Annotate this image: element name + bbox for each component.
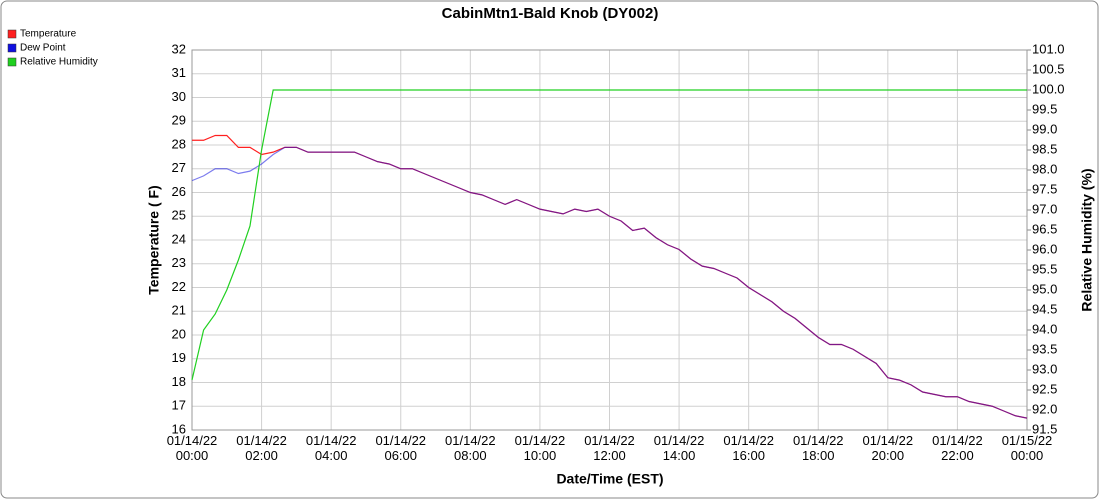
y-tick-label: 26 [172, 184, 186, 199]
y2-tick-label: 93.0 [1032, 361, 1057, 376]
y-tick-label: 29 [172, 113, 186, 128]
y2-tick-label: 95.5 [1032, 261, 1057, 276]
y2-tick-label: 95.0 [1032, 281, 1057, 296]
x-tick-label: 01/14/22 22:00 [932, 433, 983, 463]
y2-tick-label: 98.0 [1032, 161, 1057, 176]
y-tick-label: 22 [172, 279, 186, 294]
y-tick-label: 28 [172, 136, 186, 151]
legend-swatch [7, 57, 17, 67]
x-tick-label: 01/14/22 12:00 [584, 433, 635, 463]
y2-tick-label: 98.5 [1032, 141, 1057, 156]
y2-tick-label: 97.5 [1032, 181, 1057, 196]
x-tick-label: 01/14/22 00:00 [167, 433, 218, 463]
x-tick-label: 01/14/22 04:00 [306, 433, 357, 463]
y-tick-label: 19 [172, 350, 186, 365]
x-tick-label: 01/14/22 06:00 [375, 433, 426, 463]
y2-tick-label: 94.0 [1032, 321, 1057, 336]
y2-tick-label: 100.5 [1032, 61, 1065, 76]
x-tick-label: 01/14/22 20:00 [863, 433, 914, 463]
y-tick-label: 25 [172, 208, 186, 223]
x-axis-title: Date/Time (EST) [556, 471, 663, 487]
y-tick-label: 16 [172, 421, 186, 436]
legend-label: Temperature [20, 29, 77, 40]
x-tick-label: 01/14/22 14:00 [654, 433, 705, 463]
y2-tick-label: 92.5 [1032, 381, 1057, 396]
y2-tick-label: 100.0 [1032, 81, 1065, 96]
y2-tick-label: 92.0 [1032, 401, 1057, 416]
y2-tick-label: 97.0 [1032, 201, 1057, 216]
y-tick-label: 24 [172, 231, 186, 246]
x-tick-label: 01/14/22 02:00 [236, 433, 287, 463]
y-tick-label: 21 [172, 303, 186, 318]
legend-label: Relative Humidity [20, 57, 98, 68]
y-tick-label: 20 [172, 326, 186, 341]
x-tick-label: 01/15/22 00:00 [1002, 433, 1053, 463]
legend-swatch [7, 43, 17, 53]
chart-title: CabinMtn1-Bald Knob (DY002) [442, 5, 659, 22]
y-tick-label: 23 [172, 255, 186, 270]
y2-tick-label: 94.5 [1032, 301, 1057, 316]
x-tick-label: 01/14/22 08:00 [445, 433, 496, 463]
y-tick-label: 18 [172, 374, 186, 389]
y2-tick-label: 96.5 [1032, 221, 1057, 236]
y2-tick-label: 99.5 [1032, 101, 1057, 116]
y-axis-title: Temperature ( F) [146, 185, 162, 294]
y-tick-label: 17 [172, 398, 186, 413]
series-line [191, 89, 1027, 381]
series-line [191, 146, 1028, 419]
y2-tick-label: 101.0 [1032, 41, 1065, 56]
legend-swatch [7, 29, 17, 39]
y2-axis-title: Relative Humidity (%) [1079, 168, 1095, 311]
y2-tick-label: 99.0 [1032, 121, 1057, 136]
y2-tick-label: 93.5 [1032, 341, 1057, 356]
x-tick-label: 01/14/22 10:00 [515, 433, 566, 463]
y2-tick-label: 91.5 [1032, 421, 1057, 436]
y2-tick-label: 96.0 [1032, 241, 1057, 256]
y-tick-label: 27 [172, 160, 186, 175]
y-tick-label: 30 [172, 89, 186, 104]
plot-border [191, 49, 1028, 431]
x-tick-label: 01/14/22 18:00 [793, 433, 844, 463]
x-tick-label: 01/14/22 16:00 [723, 433, 774, 463]
y-tick-label: 32 [172, 41, 186, 56]
legend-label: Dew Point [20, 43, 66, 54]
y-tick-label: 31 [172, 65, 186, 80]
